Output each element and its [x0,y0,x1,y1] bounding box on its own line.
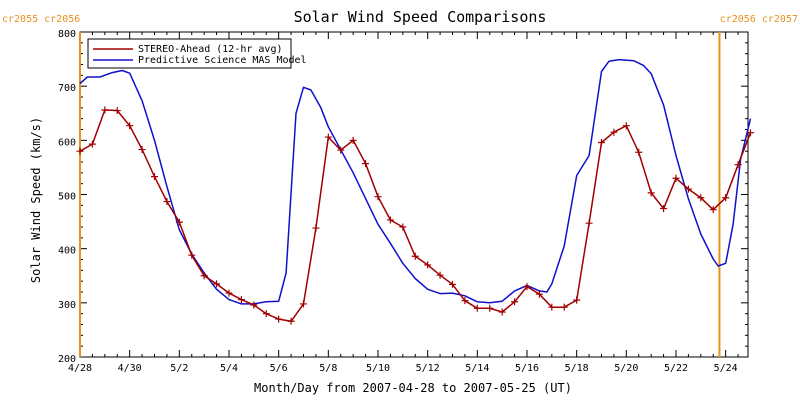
data-point-marker [312,224,320,232]
y-axis-label: Solar Wind Speed (km/s) [29,117,43,283]
carrington-markers: cr2055 cr2056 cr2056 cr2057 [2,14,798,357]
data-point-marker [436,271,444,279]
data-point-marker [76,147,84,155]
data-point-marker [237,296,245,304]
x-tick-label: 5/18 [565,363,589,374]
data-point-marker [660,205,668,213]
carrington-rotation-label: cr2055 cr2056 [2,14,80,25]
data-point-marker [684,185,692,193]
y-tick-label: 500 [58,192,76,203]
x-tick-label: 5/10 [366,363,390,374]
legend-label-mas: Predictive Science MAS Model [138,55,307,66]
data-point-marker [597,139,605,146]
y-tick-label: 700 [58,83,76,94]
x-tick-label: 4/28 [68,363,92,374]
data-point-marker [324,133,332,141]
data-point-marker [113,107,121,115]
legend-box [87,38,292,69]
data-point-marker [672,174,680,182]
data-point-marker [225,289,233,297]
data-point-marker [386,216,394,224]
x-tick-label: 5/6 [270,363,288,374]
data-point-marker [622,122,630,130]
x-tick-label: 5/16 [515,363,539,374]
data-point-marker [337,146,345,154]
data-point-marker [647,189,655,197]
data-point-marker [448,280,456,288]
y-tick-label: 600 [58,137,76,148]
data-point-marker [746,129,754,137]
data-point-marker [200,272,208,280]
x-tick-label: 5/4 [220,363,238,374]
data-point-marker [250,301,258,309]
series-layer [76,58,754,325]
x-tick-label: 4/30 [118,363,142,374]
y-tick-label: 800 [58,29,76,40]
data-point-marker [374,193,382,201]
data-point-marker [399,223,407,231]
data-point-marker [486,304,494,312]
data-point-marker [461,297,469,305]
data-point-marker [287,317,295,325]
data-point-marker [188,251,196,259]
x-tick-label: 5/14 [465,363,489,374]
data-point-marker [411,252,419,260]
data-point-marker [697,194,705,202]
y-tick-label: 300 [58,300,76,311]
x-axis-label: Month/Day from 2007-04-28 to 2007-05-25 … [254,381,572,395]
data-point-marker [362,160,370,168]
data-point-marker [349,136,357,144]
data-point-marker [88,140,96,148]
x-tick-label: 5/22 [664,363,688,374]
data-point-marker [498,308,506,316]
plot-area [79,31,749,358]
data-point-marker [275,315,283,323]
data-point-marker [610,128,618,136]
data-point-marker [734,161,742,169]
data-point-marker [299,300,307,308]
data-point-marker [473,304,481,312]
series-line [79,109,752,323]
data-point-marker [424,261,432,269]
data-point-marker [101,106,109,114]
data-point-marker [523,283,531,291]
data-point-marker [163,198,171,206]
data-point-marker [262,310,270,318]
x-tick-label: 5/8 [319,363,337,374]
legend: STEREO-Ahead (12-hr avg) Predictive Scie… [87,38,307,69]
data-point-marker [560,303,568,311]
x-tick-label: 5/12 [416,363,440,374]
data-point-marker [722,194,730,202]
x-tick-label: 5/20 [614,363,638,374]
chart-title: Solar Wind Speed Comparisons [294,8,547,26]
plot-frame [79,31,749,358]
data-point-marker [213,280,221,288]
data-point-marker [535,290,543,298]
data-point-marker [573,296,581,304]
legend-label-stereo: STEREO-Ahead (12-hr avg) [138,44,283,55]
data-point-marker [175,218,183,226]
data-point-marker [709,206,717,214]
x-tick-label: 5/2 [170,363,188,374]
data-point-marker [150,173,158,181]
y-tick-label: 400 [58,246,76,257]
y-tick-label: 200 [58,354,76,365]
x-tick-label: 5/24 [714,363,738,374]
data-point-marker [585,219,593,227]
data-point-marker [548,303,556,311]
series-line [79,58,752,305]
data-point-marker [635,148,643,156]
data-point-marker [138,146,146,154]
data-point-marker [511,298,519,306]
carrington-rotation-label: cr2056 cr2057 [720,14,798,25]
axis-ticks: 200 300 400 500 600 700 800 4/28 4/30 5/2 5/4 5/6 5/… [58,29,748,374]
data-point-marker [126,122,134,130]
